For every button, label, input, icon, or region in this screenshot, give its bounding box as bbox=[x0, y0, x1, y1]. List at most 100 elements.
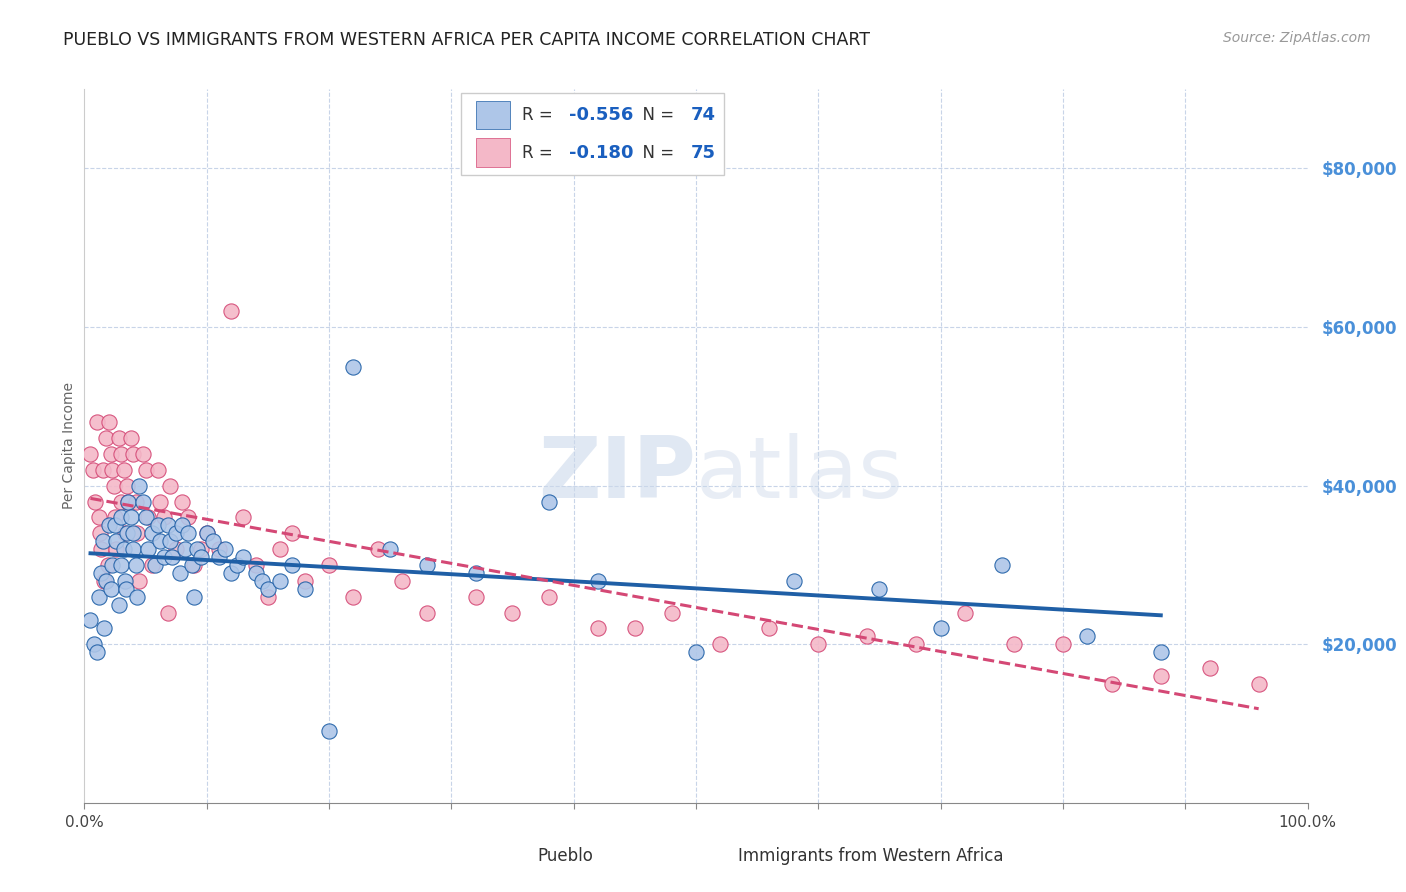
Point bbox=[107, 598, 129, 612]
Point bbox=[110, 558, 132, 572]
Point bbox=[122, 542, 145, 557]
Point bbox=[141, 558, 163, 572]
Point bbox=[190, 542, 212, 557]
Point bbox=[128, 574, 150, 588]
Point bbox=[110, 510, 132, 524]
Point bbox=[257, 590, 280, 604]
Point bbox=[294, 582, 316, 596]
Point bbox=[93, 574, 115, 588]
Point bbox=[149, 494, 172, 508]
Point bbox=[177, 510, 200, 524]
Point bbox=[115, 478, 138, 492]
Point bbox=[122, 447, 145, 461]
Point bbox=[905, 637, 928, 651]
Text: -0.180: -0.180 bbox=[569, 144, 633, 161]
Point bbox=[232, 549, 254, 564]
Point bbox=[114, 574, 136, 588]
Point bbox=[226, 558, 249, 572]
Point bbox=[96, 431, 118, 445]
Point bbox=[100, 582, 122, 596]
Point bbox=[177, 526, 200, 541]
Point bbox=[281, 558, 304, 572]
Point bbox=[172, 518, 194, 533]
Point bbox=[538, 494, 561, 508]
Point bbox=[104, 518, 127, 533]
Point bbox=[104, 510, 127, 524]
Text: N =: N = bbox=[633, 106, 679, 124]
Point bbox=[929, 621, 952, 635]
Point bbox=[125, 558, 148, 572]
Point bbox=[125, 494, 148, 508]
Point bbox=[685, 645, 707, 659]
Point bbox=[86, 645, 108, 659]
Text: ZIP: ZIP bbox=[538, 433, 696, 516]
Point bbox=[195, 526, 218, 541]
Point bbox=[82, 463, 104, 477]
Y-axis label: Per Capita Income: Per Capita Income bbox=[62, 383, 76, 509]
Point bbox=[117, 494, 139, 508]
Point bbox=[758, 621, 780, 635]
Point bbox=[120, 510, 142, 524]
Point bbox=[195, 526, 218, 541]
Point bbox=[114, 526, 136, 541]
Point bbox=[159, 534, 181, 549]
Point bbox=[342, 590, 364, 604]
Point bbox=[250, 574, 273, 588]
Point bbox=[1198, 661, 1220, 675]
Point bbox=[269, 574, 291, 588]
Point bbox=[97, 558, 120, 572]
Point bbox=[538, 590, 561, 604]
Point bbox=[110, 447, 132, 461]
Point bbox=[79, 614, 101, 628]
Text: atlas: atlas bbox=[696, 433, 904, 516]
Point bbox=[156, 606, 179, 620]
Point bbox=[110, 494, 132, 508]
Point bbox=[132, 494, 155, 508]
Point bbox=[156, 518, 179, 533]
Point bbox=[96, 574, 118, 588]
Point bbox=[125, 590, 148, 604]
Point bbox=[245, 558, 267, 572]
Point bbox=[416, 558, 439, 572]
Point bbox=[122, 526, 145, 541]
FancyBboxPatch shape bbox=[461, 93, 724, 175]
Point bbox=[269, 542, 291, 557]
FancyBboxPatch shape bbox=[475, 101, 510, 129]
Point bbox=[83, 637, 105, 651]
Point bbox=[1076, 629, 1098, 643]
Text: Immigrants from Western Africa: Immigrants from Western Africa bbox=[738, 847, 1002, 865]
Point bbox=[294, 574, 316, 588]
Point bbox=[342, 359, 364, 374]
Point bbox=[807, 637, 830, 651]
Point bbox=[391, 574, 413, 588]
Point bbox=[367, 542, 389, 557]
Point bbox=[120, 431, 142, 445]
Point bbox=[219, 304, 242, 318]
Point bbox=[162, 549, 184, 564]
Point bbox=[101, 558, 124, 572]
Point bbox=[380, 542, 402, 557]
Text: N =: N = bbox=[633, 144, 679, 161]
Point bbox=[190, 549, 212, 564]
Point bbox=[153, 510, 176, 524]
Point bbox=[135, 510, 157, 524]
Text: -0.556: -0.556 bbox=[569, 106, 633, 124]
Point bbox=[1150, 669, 1173, 683]
Text: 74: 74 bbox=[692, 106, 716, 124]
Point bbox=[90, 566, 112, 580]
Point bbox=[159, 478, 181, 492]
Point bbox=[115, 582, 138, 596]
Text: PUEBLO VS IMMIGRANTS FROM WESTERN AFRICA PER CAPITA INCOME CORRELATION CHART: PUEBLO VS IMMIGRANTS FROM WESTERN AFRICA… bbox=[63, 31, 870, 49]
Point bbox=[93, 621, 115, 635]
Point bbox=[464, 590, 486, 604]
Point bbox=[146, 518, 169, 533]
Point bbox=[709, 637, 731, 651]
Point bbox=[502, 606, 524, 620]
Point bbox=[87, 510, 110, 524]
Point bbox=[214, 542, 236, 557]
Point bbox=[112, 463, 135, 477]
Text: Pueblo: Pueblo bbox=[537, 847, 593, 865]
Point bbox=[91, 463, 114, 477]
Text: R =: R = bbox=[522, 144, 558, 161]
Point bbox=[1052, 637, 1074, 651]
